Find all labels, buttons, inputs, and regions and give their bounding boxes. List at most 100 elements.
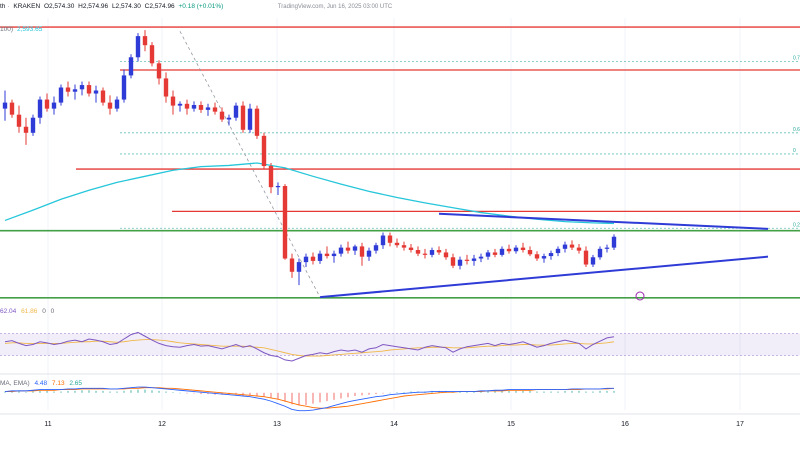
macd-hist-bar xyxy=(207,392,209,395)
macd-hist-bar xyxy=(382,392,384,394)
candle-body xyxy=(51,102,57,109)
macd-hist-bar xyxy=(592,391,594,393)
candle-body xyxy=(128,57,134,76)
macd-hist-bar xyxy=(508,390,510,393)
macd-hist-bar xyxy=(522,390,524,393)
macd-legend[interactable]: MA, EMA) 4.48 7.13 2.65 xyxy=(0,380,85,387)
macd-line xyxy=(4,386,614,412)
candle-body xyxy=(611,236,617,248)
macd-name: MA, EMA) xyxy=(0,380,30,387)
candle xyxy=(576,243,582,254)
macd-hist-bar xyxy=(564,390,566,393)
macd-hist-bar xyxy=(557,391,559,393)
candle-body xyxy=(65,87,71,92)
candle xyxy=(443,248,449,260)
macd-hist-bar xyxy=(396,392,398,393)
rsi-aux-1: 0 xyxy=(42,308,46,315)
macd-hist-bar xyxy=(333,392,335,400)
macd-hist-bar xyxy=(347,392,349,398)
macd-hist-bar xyxy=(536,391,538,393)
macd-hist-bar xyxy=(123,390,125,393)
candle xyxy=(534,251,540,261)
candle-body xyxy=(310,256,316,261)
candle-body xyxy=(268,166,274,188)
macd-hist-bar xyxy=(137,389,139,393)
macd-hist-bar xyxy=(312,392,314,404)
candle-body xyxy=(191,105,197,109)
macd-hist-bar xyxy=(340,392,342,399)
macd-hist-bar xyxy=(410,391,412,393)
candle xyxy=(569,240,575,251)
candle-body xyxy=(548,253,554,257)
candle-body xyxy=(149,45,155,64)
macd-hist-bar xyxy=(165,391,167,393)
candle-body xyxy=(30,117,36,133)
candle xyxy=(177,101,183,112)
candle-body xyxy=(226,117,232,120)
candle xyxy=(527,246,533,257)
candle-body xyxy=(478,256,484,259)
candle xyxy=(604,244,610,253)
candle-body xyxy=(100,90,106,103)
ma100-line xyxy=(4,162,615,225)
candle xyxy=(317,250,323,264)
candle-body xyxy=(485,252,491,257)
candle-body xyxy=(338,247,344,254)
candle xyxy=(51,96,57,115)
macd-hist-bar xyxy=(263,392,265,397)
candle-body xyxy=(520,247,526,251)
candle-body xyxy=(135,36,141,58)
macd-hist-bar xyxy=(172,392,174,393)
candle xyxy=(492,248,498,258)
macd-hist-bar xyxy=(543,391,545,393)
candle xyxy=(422,248,428,259)
candle-body xyxy=(163,78,169,97)
macd-hist-bar xyxy=(102,390,104,393)
macd-hist-bar xyxy=(46,390,48,393)
candle-body xyxy=(443,252,449,258)
candle xyxy=(457,256,463,270)
macd-hist-bar xyxy=(4,391,6,393)
candle-body xyxy=(352,246,358,251)
candle xyxy=(100,87,106,106)
candle xyxy=(121,69,127,103)
candle xyxy=(212,102,218,115)
high-value: H2,574.96 xyxy=(78,3,109,10)
candle-body xyxy=(282,185,288,259)
rsi-aux-2: 0 xyxy=(50,308,55,315)
candle-body xyxy=(296,262,302,272)
ma-value: 2,593.65 xyxy=(17,26,43,33)
candle xyxy=(373,242,379,254)
candle xyxy=(345,241,351,254)
candle xyxy=(170,90,176,115)
candle xyxy=(366,247,372,261)
candle xyxy=(436,246,442,255)
candle xyxy=(44,93,50,112)
x-tick-label: 11 xyxy=(44,421,51,428)
candle xyxy=(219,107,225,122)
candle-body xyxy=(254,108,260,136)
candle xyxy=(464,254,470,265)
ma-legend[interactable]: 100) 2,593.65 xyxy=(0,26,42,33)
macd-hist-bar xyxy=(95,390,97,393)
macd-hist-bar xyxy=(32,391,34,393)
candle xyxy=(86,81,92,97)
rsi-band xyxy=(0,333,800,356)
candle xyxy=(30,114,36,136)
candle xyxy=(289,253,295,278)
candle-body xyxy=(261,135,267,167)
low-value: L2,574.30 xyxy=(111,3,141,10)
candle-body xyxy=(492,252,498,255)
macd-hist-bar xyxy=(466,391,468,393)
candle xyxy=(72,84,78,100)
candle xyxy=(247,103,253,133)
candle xyxy=(478,253,484,263)
macd-hist-value: 2.65 xyxy=(69,380,83,387)
candle xyxy=(583,246,589,267)
macd-hist-bar xyxy=(473,391,475,393)
rsi-legend[interactable]: 62.04 61.86 0 0 xyxy=(0,308,57,315)
macd-hist-bar xyxy=(53,391,55,393)
macd-hist-bar xyxy=(571,390,573,393)
